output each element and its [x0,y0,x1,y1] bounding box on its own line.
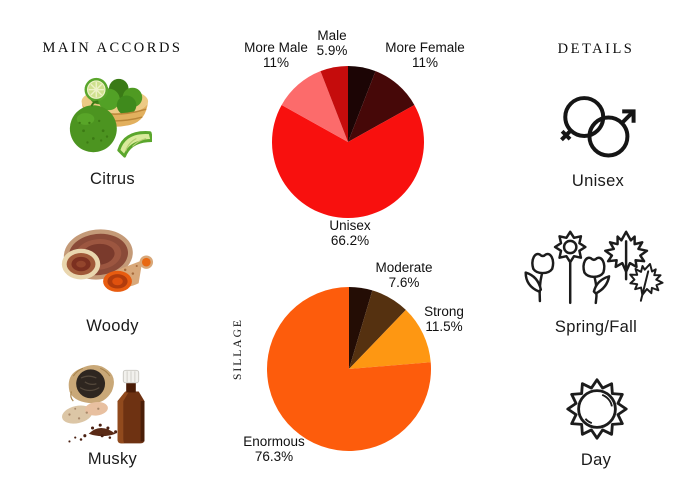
detail-label-unisex: Unisex [571,172,625,190]
accord-label-woody: Woody [86,317,139,335]
details-header: DETAILS [557,41,635,57]
accord-label-citrus: Citrus [90,170,135,188]
day-sun-icon [566,378,628,440]
pie-label-moderate: Moderate 7.6% [375,260,433,290]
sillage-axis-label: SILLAGE [232,318,244,380]
detail-label-day: Day [580,451,612,469]
pie-label-enormous: Enormous 76.3% [243,434,305,464]
gender-audience-pie-chart [272,66,424,218]
pie-label-male: Male 5.9% [316,28,348,58]
musky-bottle-image [61,364,145,444]
pie-label-unisex: Unisex 66.2% [329,218,371,248]
unisex-gender-icon [560,96,636,158]
sillage-pie-chart [267,287,431,451]
spring-fall-flowers-leaves-icon [524,230,664,305]
citrus-bergamot-image [69,77,152,158]
woody-wood-slices-image [61,229,154,292]
pie-label-more-male: More Male 11% [244,40,308,70]
pie-label-strong: Strong 11.5% [424,304,464,334]
pie-label-more-female: More Female 11% [385,40,465,70]
accord-label-musky: Musky [87,450,138,468]
main-accords-header: MAIN ACCORDS [42,40,183,56]
detail-label-spring-fall: Spring/Fall [554,318,638,336]
